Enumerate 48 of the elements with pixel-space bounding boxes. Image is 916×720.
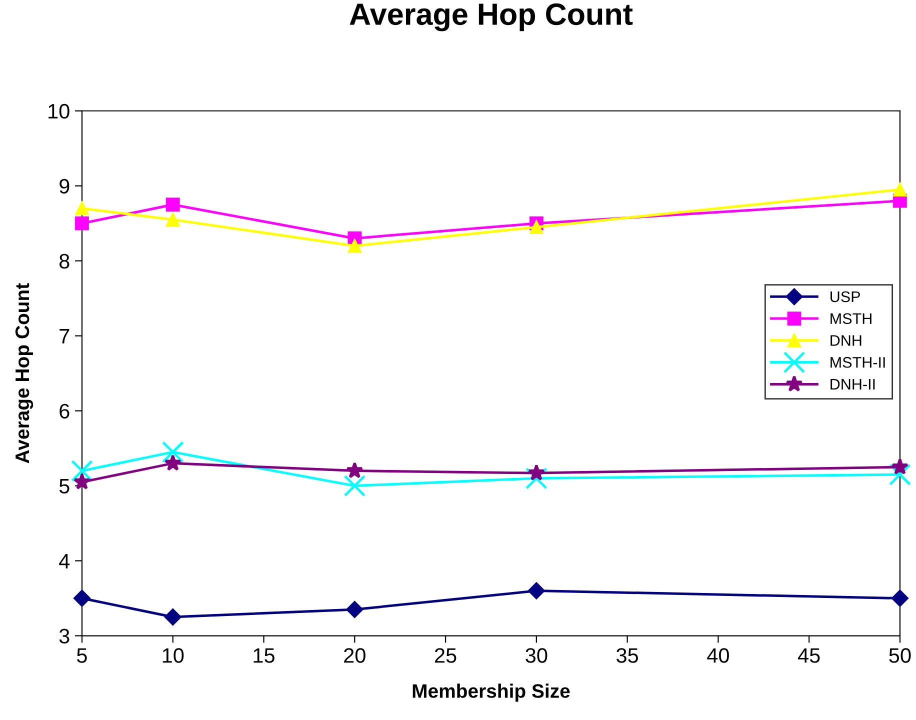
point [888,464,911,486]
legend-label: DNH [830,335,862,346]
point [164,454,182,471]
point [162,441,184,464]
point [528,464,545,480]
point [166,198,180,212]
x-axis-title: Membership Size [412,684,570,702]
point [891,458,908,474]
point [73,590,91,607]
legend-label: MSTH [830,313,872,324]
x-tick-label: 45 [798,648,820,663]
y-tick-label: 9 [60,178,70,194]
x-tick-label: 10 [162,648,184,663]
point [344,474,366,497]
x-tick-label: 50 [889,648,911,663]
y-tick-label: 8 [59,254,70,269]
point [893,182,907,197]
x-tick-label: 30 [526,648,548,663]
x-tick-label: 35 [616,648,638,663]
point [891,590,909,607]
chart-title: Average Hop Count [350,3,633,32]
x-tick-label: 20 [344,648,366,663]
y-tick-label: 4 [59,554,70,568]
point [348,238,362,253]
point [346,600,364,618]
point [164,608,182,626]
x-tick-label: 40 [707,648,729,663]
point [528,582,545,600]
y-axis-title: Average Hop Count [15,283,34,464]
point [525,467,548,490]
y-tick-label: 5 [59,479,70,494]
point [529,220,544,234]
legend-label: MSTH-II [830,356,885,368]
legend-label: DNH-II [830,379,875,390]
point [71,460,93,482]
x-tick-label: 5 [77,648,87,663]
y-tick-label: 10 [48,104,70,119]
x-tick-label: 25 [434,648,456,663]
y-tick-label: 6 [60,404,70,419]
point [346,462,364,478]
point [166,212,180,227]
point [75,216,89,230]
point [75,201,89,216]
x-tick-label: 15 [254,648,274,663]
y-tick-label: 3 [59,628,70,644]
legend-label: USP [830,291,860,302]
point [73,473,90,490]
y-tick-label: 7 [60,329,70,344]
